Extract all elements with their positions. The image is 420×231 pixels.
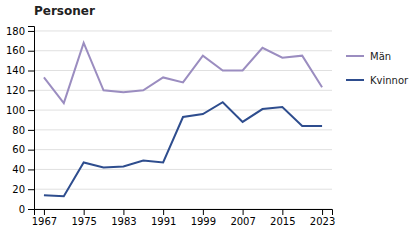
x-tick-label: 1967 — [32, 216, 57, 227]
y-tick-mark — [28, 31, 34, 32]
y-tick-mark — [28, 51, 34, 52]
x-tick-label: 1991 — [151, 216, 176, 227]
y-axis: 0 20 40 60 80 100 120 140 160 180 — [6, 26, 35, 215]
y-tick-mark — [28, 71, 34, 72]
y-tick-mark — [28, 130, 34, 131]
x-tick-label: 1983 — [111, 216, 136, 227]
chart-svg: 1967 1975 1983 1991 1999 2007 2015 2023 0 20 40 60 8… — [0, 0, 420, 231]
x-tick-label: 1999 — [191, 216, 216, 227]
x-tick-mark — [243, 209, 244, 215]
x-tick: 1983 — [111, 209, 136, 227]
x-tick-mark — [282, 209, 283, 215]
x-tick-label: 1975 — [71, 216, 96, 227]
plot: 1967 1975 1983 1991 1999 2007 2015 2023 0 20 40 60 8… — [6, 26, 335, 227]
grid-line — [34, 189, 332, 190]
y-tick-mark — [28, 189, 34, 190]
x-tick: 1991 — [151, 209, 176, 227]
grid-line — [34, 70, 332, 71]
x-tick-mark — [84, 209, 85, 215]
x-tick-label: 2015 — [270, 216, 295, 227]
grid-line — [34, 90, 332, 91]
x-tick: 1975 — [71, 209, 96, 227]
x-tick-mark — [44, 209, 45, 215]
x-tick: 2023 — [310, 209, 335, 227]
chart-container: 1967 1975 1983 1991 1999 2007 2015 2023 0 20 40 60 8… — [0, 0, 420, 231]
lines — [44, 43, 322, 196]
series-line — [44, 102, 322, 196]
legend-label: Män — [370, 51, 391, 62]
y-tick: 140 — [6, 65, 34, 76]
x-tick: 2015 — [270, 209, 295, 227]
y-tick: 40 — [12, 164, 34, 175]
grid-line — [34, 129, 332, 130]
y-tick: 160 — [6, 45, 34, 56]
y-tick-mark — [28, 169, 34, 170]
y-tick: 80 — [12, 125, 34, 136]
x-tick: 2007 — [230, 209, 255, 227]
x-axis: 1967 1975 1983 1991 1999 2007 2015 2023 — [32, 209, 336, 227]
y-tick-label: 80 — [12, 125, 25, 136]
y-tick-label: 20 — [12, 184, 25, 195]
legend-item: Män — [346, 51, 391, 62]
legend-swatch — [346, 79, 364, 81]
x-tick: 1999 — [191, 209, 216, 227]
y-tick-label: 160 — [6, 45, 25, 56]
legend: Män Kvinnor — [346, 51, 409, 86]
x-tick-label: 2023 — [310, 216, 335, 227]
y-tick: 20 — [12, 184, 34, 195]
series-line — [44, 43, 322, 103]
y-tick-mark — [28, 90, 34, 91]
grid — [34, 31, 332, 209]
y-tick-label: 60 — [12, 144, 25, 155]
y-axis-line — [28, 27, 35, 210]
legend-label: Kvinnor — [370, 75, 409, 86]
grid-line — [34, 110, 332, 111]
grid-line — [34, 30, 332, 31]
y-tick-label: 0 — [19, 204, 25, 215]
title: Personer — [34, 4, 95, 18]
y-tick-label: 120 — [6, 85, 25, 96]
x-tick-mark — [322, 209, 323, 215]
grid-line — [34, 149, 332, 150]
x-tick-mark — [203, 209, 204, 215]
y-tick-mark — [28, 209, 34, 210]
grid-line — [34, 50, 332, 51]
y-tick-mark — [28, 150, 34, 151]
y-tick: 60 — [12, 144, 34, 155]
y-tick: 180 — [6, 26, 34, 37]
y-tick-label: 100 — [6, 105, 25, 116]
y-tick-label: 180 — [6, 26, 25, 37]
x-tick: 1967 — [32, 209, 57, 227]
legend-item: Kvinnor — [346, 75, 409, 86]
y-tick-label: 140 — [6, 65, 25, 76]
y-tick-mark — [28, 110, 34, 111]
legend-swatch — [346, 55, 364, 57]
x-tick-label: 2007 — [230, 216, 255, 227]
y-tick-label: 40 — [12, 164, 25, 175]
x-axis-line — [35, 210, 333, 216]
y-tick: 120 — [6, 85, 34, 96]
x-tick-mark — [163, 209, 164, 215]
y-tick: 0 — [19, 204, 34, 215]
x-tick-mark — [123, 209, 124, 215]
y-tick: 100 — [6, 105, 34, 116]
